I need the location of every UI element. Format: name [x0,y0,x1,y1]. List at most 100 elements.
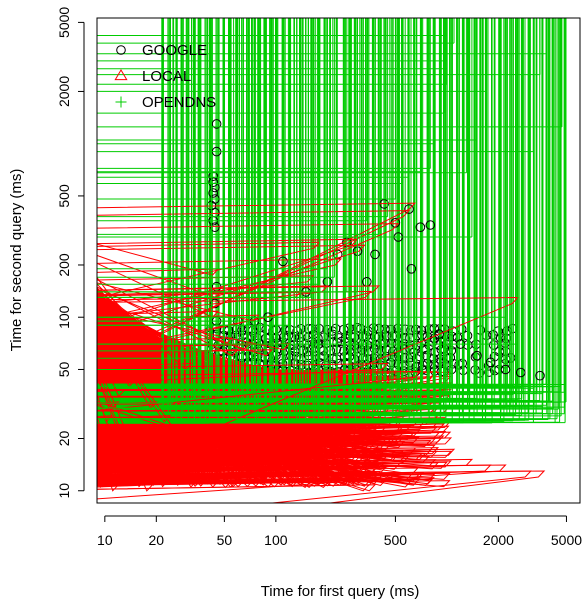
opendns-point [97,18,431,169]
local-point [97,470,546,503]
opendns-point [97,18,209,370]
local-point [97,436,120,492]
local-point [97,254,223,299]
google-point [211,119,222,129]
local-point [97,339,220,488]
opendns-point [97,18,380,235]
opendns-point [97,18,174,404]
opendns-point [97,18,335,278]
google-point [472,350,482,361]
opendns-point [97,18,410,178]
x-tick-label: 10 [97,532,113,548]
series-local [97,202,546,503]
y-tick-label: 50 [56,361,72,377]
local-point [97,262,220,318]
y-tick-label: 5000 [56,7,72,38]
legend-label-opendns: OPENDNS [142,94,216,111]
opendns-point [97,18,467,174]
opendns-point [97,18,501,421]
local-point [97,458,474,472]
opendns-point [97,18,519,345]
local-point [97,301,274,357]
opendns-point [97,18,358,293]
google-point [415,222,426,232]
google-point [485,357,496,368]
local-point [97,350,276,488]
opendns-point [97,18,445,114]
opendns-point [97,18,566,424]
local-point [97,322,137,388]
local-point [97,243,220,276]
google-point [278,256,288,267]
x-tick-label: 20 [149,532,165,548]
local-point [97,345,126,398]
y-tick-label: 2000 [56,76,72,107]
opendns-point [97,18,478,141]
y-tick-label: 20 [56,431,72,447]
local-point [97,393,114,423]
google-point [208,188,218,198]
opendns-point [97,18,164,409]
opendns-point [97,18,182,387]
opendns-point [97,18,506,318]
opendns-point [97,18,563,128]
google-point [406,264,417,274]
local-point [97,223,400,358]
google-point [425,220,436,230]
google-point [208,177,218,187]
google-point [210,222,220,232]
opendns-point [97,18,396,200]
opendns-point [97,18,567,403]
local-point [97,448,456,456]
local-point [97,290,373,353]
axes: 10 20 50 100 500 2000 5000 10 20 50 100 200 500 2000 5… [56,7,582,548]
google-point [535,370,545,381]
legend-marker-local [114,69,128,81]
x-tick-label: 2000 [483,532,514,548]
opendns-point [97,18,534,153]
local-point [97,210,411,364]
local-point [97,431,441,440]
local-point [97,432,427,461]
local-point [97,345,263,487]
local-point [97,464,507,500]
google-point [369,353,380,364]
google-point [515,367,526,378]
opendns-point [97,18,290,326]
google-point [370,249,380,260]
local-point [97,317,158,409]
opendns-point [97,18,212,352]
opendns-point [97,18,328,270]
x-tick-label: 50 [217,532,233,548]
opendns-point [97,18,517,416]
cluster-opendns [97,18,567,424]
local-point [97,309,291,351]
local-point [97,238,359,328]
local-point [97,340,240,488]
y-axis-label: Time for second query (ms) [8,169,25,352]
local-point [97,276,150,340]
local-point [97,283,193,371]
opendns-point [97,18,260,322]
y-tick-label: 500 [56,184,72,208]
local-point [97,279,233,345]
legend-label-local: LOCAL [142,68,191,85]
local-point [97,288,251,351]
google-point [434,329,444,339]
y-tick-label: 10 [56,483,72,499]
plot-marks [97,18,567,503]
local-point [97,286,240,357]
y-tick-label: 100 [56,305,72,329]
local-point [97,275,315,304]
x-tick-label: 500 [384,532,408,548]
opendns-point [97,18,455,44]
y-tick-label: 200 [56,253,72,277]
google-point [404,204,414,214]
opendns-point [97,18,541,76]
local-point [97,444,435,485]
plot-frame [96,17,581,504]
opendns-point [97,18,473,238]
opendns-point [97,18,312,298]
local-point [97,366,120,409]
